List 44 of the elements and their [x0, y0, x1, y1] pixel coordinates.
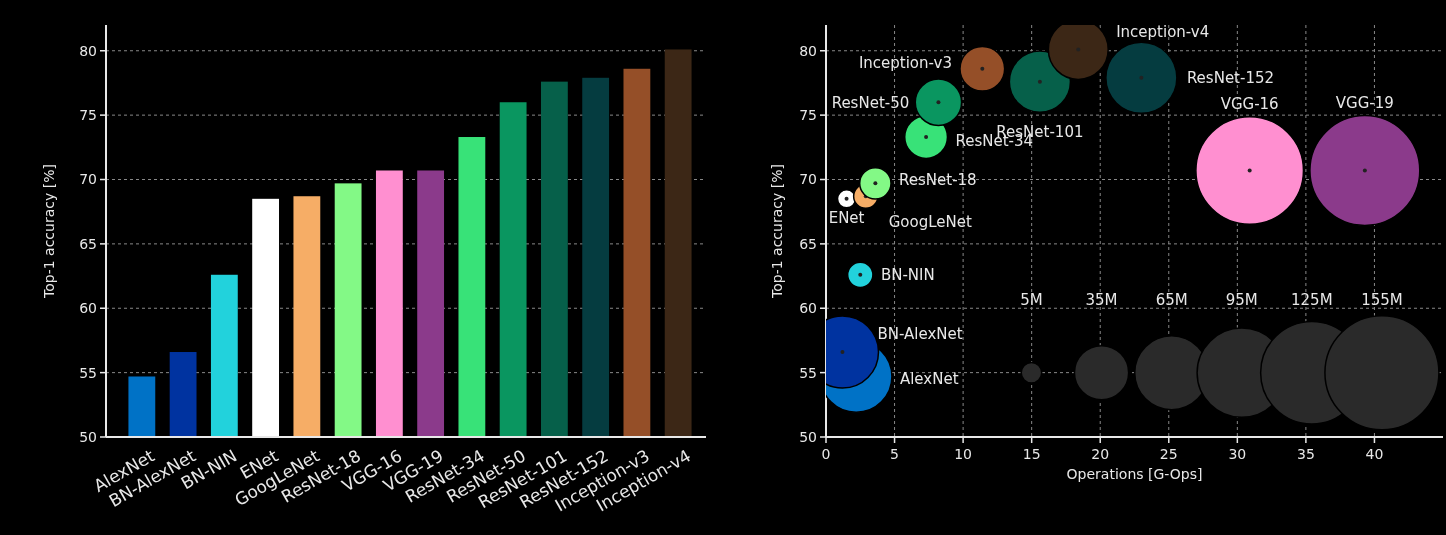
x-tick-label: 20	[1091, 446, 1110, 462]
y-tick-label: 65	[799, 235, 817, 252]
legend-label: 5M	[1020, 290, 1043, 309]
series-label: ResNet-18	[899, 170, 977, 189]
y-tick-label: 75	[79, 107, 97, 124]
x-tick-label: 15	[1022, 446, 1041, 462]
x-axis-title: Operations [G-Ops]	[1066, 466, 1203, 482]
series-label: GoogLeNet	[888, 212, 973, 231]
series-label: BN-AlexNet	[877, 325, 963, 344]
y-axis-title: Top-1 accuracy [%]	[769, 164, 785, 299]
y-tick-label: 55	[799, 364, 817, 381]
y-tick-label: 80	[79, 42, 97, 59]
series-label: VGG-16	[1220, 94, 1279, 113]
series-label: ResNet-152	[1186, 69, 1275, 88]
x-tick-label: 30	[1228, 446, 1247, 462]
y-tick-label: 60	[79, 300, 97, 317]
legend-label: 65M	[1155, 290, 1188, 309]
series-label: VGG-19	[1335, 93, 1394, 112]
x-tick-label: 5	[890, 446, 900, 462]
x-tick-label: 40	[1365, 446, 1384, 462]
y-tick-label: 50	[799, 428, 817, 445]
legend-label: 95M	[1225, 290, 1258, 309]
x-tick-label: 10	[954, 446, 973, 462]
y-tick-label: 60	[799, 300, 817, 317]
y-tick-label: 80	[799, 42, 817, 59]
y-tick-label: 70	[799, 171, 817, 188]
y-tick-label: 50	[79, 428, 97, 445]
legend-label: 35M	[1085, 290, 1118, 309]
series-label: BN-NIN	[880, 266, 935, 285]
x-tick-label: 35	[1296, 446, 1315, 462]
series-label: Inception-v4	[1116, 22, 1210, 41]
series-label: ENet	[828, 209, 865, 228]
y-tick-label: 65	[79, 235, 97, 252]
series-label: ResNet-50	[831, 93, 910, 112]
y-tick-label: 55	[79, 364, 97, 381]
y-tick-label: 75	[799, 107, 817, 124]
legend-label: 125M	[1291, 290, 1333, 309]
x-tick-label: 25	[1159, 446, 1178, 462]
x-tick-label: 0	[821, 446, 831, 462]
y-axis-title: Top-1 accuracy [%]	[41, 164, 57, 299]
series-label: AlexNet	[899, 369, 959, 388]
legend-label: 155M	[1361, 290, 1403, 309]
series-label: Inception-v3	[858, 54, 952, 73]
y-tick-label: 70	[79, 171, 97, 188]
